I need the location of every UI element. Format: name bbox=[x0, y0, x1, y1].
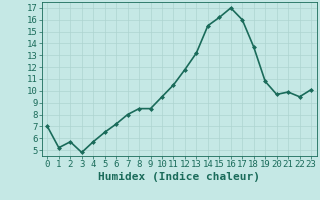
X-axis label: Humidex (Indice chaleur): Humidex (Indice chaleur) bbox=[98, 172, 260, 182]
